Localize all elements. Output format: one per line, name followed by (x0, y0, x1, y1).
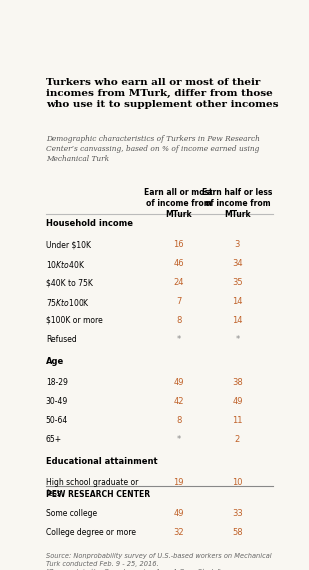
Text: 32: 32 (173, 528, 184, 538)
Text: Turkers who earn all or most of their
incomes from MTurk, differ from those
who : Turkers who earn all or most of their in… (46, 79, 278, 109)
Text: $40K to 75K: $40K to 75K (46, 278, 93, 287)
Text: *: * (176, 335, 181, 344)
Text: *: * (176, 435, 181, 444)
Text: 14: 14 (232, 316, 243, 325)
Text: 34: 34 (232, 259, 243, 268)
Text: 10: 10 (232, 478, 243, 487)
Text: Age: Age (46, 357, 64, 366)
Text: 18-29: 18-29 (46, 378, 68, 387)
Text: Some college: Some college (46, 510, 97, 519)
Text: 30-49: 30-49 (46, 397, 68, 406)
Text: Household income: Household income (46, 219, 133, 229)
Text: 50-64: 50-64 (46, 416, 68, 425)
Text: 35: 35 (232, 278, 243, 287)
Text: $10K to $40K: $10K to $40K (46, 259, 85, 270)
Text: College degree or more: College degree or more (46, 528, 136, 538)
Text: 14: 14 (232, 297, 243, 306)
Text: Under $10K: Under $10K (46, 241, 91, 250)
Text: $75K to $100K: $75K to $100K (46, 297, 90, 308)
Text: 8: 8 (176, 416, 181, 425)
Text: $100K or more: $100K or more (46, 316, 103, 325)
Text: 33: 33 (232, 510, 243, 519)
Text: 19: 19 (173, 478, 184, 487)
Text: 49: 49 (232, 397, 243, 406)
Text: Earn all or most
of income from
MTurk: Earn all or most of income from MTurk (144, 188, 213, 219)
Text: Earn half or less
of income from
MTurk: Earn half or less of income from MTurk (202, 188, 273, 219)
Text: 3: 3 (235, 241, 240, 250)
Text: PEW RESEARCH CENTER: PEW RESEARCH CENTER (46, 490, 150, 499)
Text: Educational attainment: Educational attainment (46, 457, 157, 466)
Text: 24: 24 (173, 278, 184, 287)
Text: 2: 2 (235, 435, 240, 444)
Text: Refused: Refused (46, 335, 77, 344)
Text: 8: 8 (176, 316, 181, 325)
Text: Source: Nonprobability survey of U.S.-based workers on Mechanical
Turk conducted: Source: Nonprobability survey of U.S.-ba… (46, 553, 271, 570)
Text: 7: 7 (176, 297, 181, 306)
Text: 49: 49 (173, 378, 184, 387)
Text: High school graduate or
less: High school graduate or less (46, 478, 138, 498)
Text: *: * (235, 335, 239, 344)
Text: Demographic characteristics of Turkers in Pew Research
Center’s canvassing, base: Demographic characteristics of Turkers i… (46, 135, 260, 162)
Text: 58: 58 (232, 528, 243, 538)
Text: 11: 11 (232, 416, 243, 425)
Text: 65+: 65+ (46, 435, 62, 444)
Text: 42: 42 (173, 397, 184, 406)
Text: 46: 46 (173, 259, 184, 268)
Text: 16: 16 (173, 241, 184, 250)
Text: 49: 49 (173, 510, 184, 519)
Text: 38: 38 (232, 378, 243, 387)
